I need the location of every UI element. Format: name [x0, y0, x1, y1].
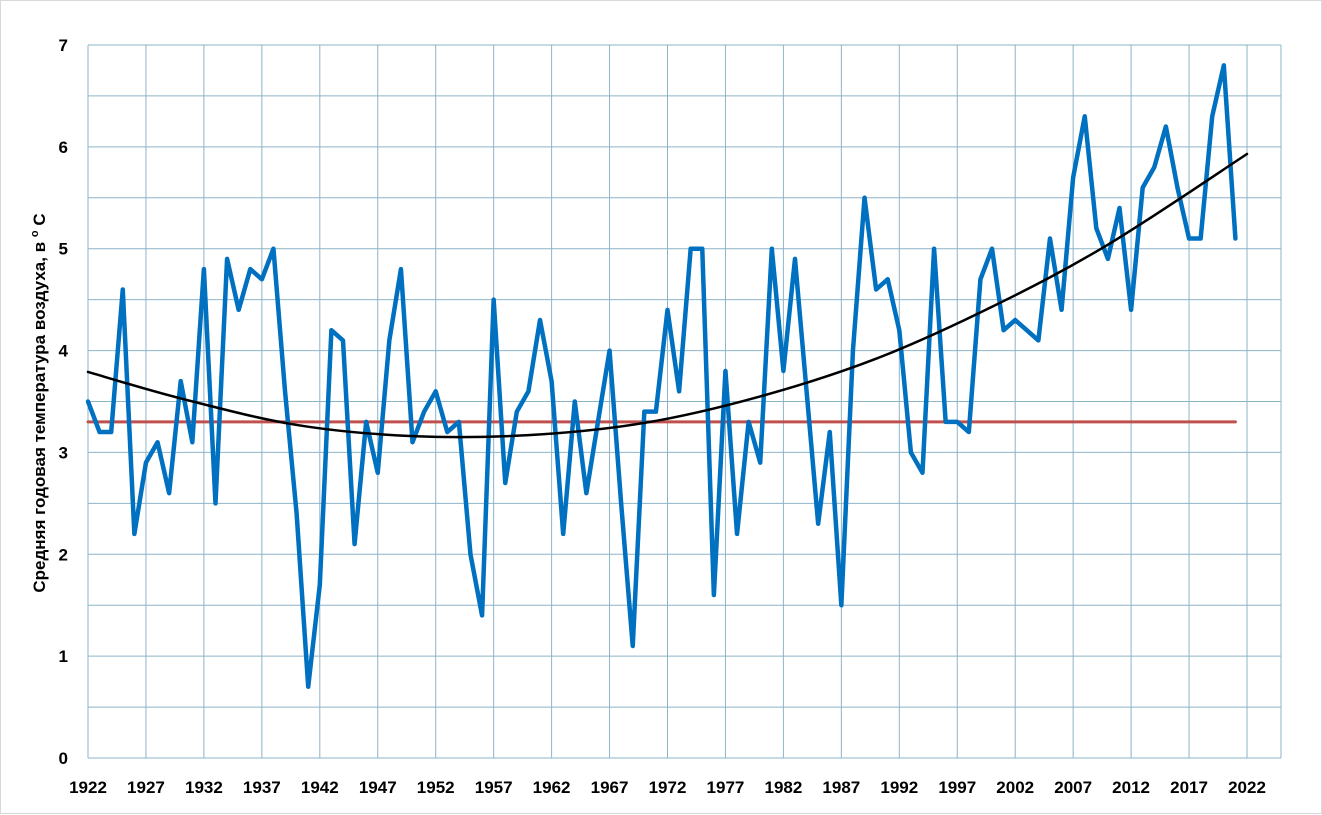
- x-tick-label: 1987: [822, 778, 860, 797]
- y-tick-label: 2: [59, 545, 68, 564]
- y-axis-label: Средняя годовая температура воздуха, в о…: [23, 213, 49, 592]
- y-tick-label: 6: [59, 138, 68, 157]
- x-tick-label: 1972: [649, 778, 687, 797]
- x-tick-label: 1977: [707, 778, 745, 797]
- x-tick-label: 1982: [764, 778, 802, 797]
- x-tick-label: 1992: [880, 778, 918, 797]
- x-tick-label: 1952: [417, 778, 455, 797]
- x-tick-label: 1937: [243, 778, 281, 797]
- x-tick-label: 2002: [996, 778, 1034, 797]
- series-lines: [85, 63, 1249, 689]
- x-tick-label: 1927: [127, 778, 165, 797]
- y-tick-label: 0: [59, 749, 68, 768]
- y-tick-label: 4: [59, 342, 69, 361]
- y-tick-label: 1: [59, 647, 68, 666]
- tick-labels: 0 1 2 3 4 5 6 7 1922 1927 1932 1937 1942 1947 1952 1957…: [59, 36, 1266, 797]
- x-tick-label: 2012: [1112, 778, 1150, 797]
- y-tick-label: 3: [59, 443, 68, 462]
- x-tick-label: 1947: [359, 778, 397, 797]
- x-tick-label: 2017: [1170, 778, 1208, 797]
- x-tick-label: 2022: [1228, 778, 1266, 797]
- x-tick-label: 1932: [185, 778, 223, 797]
- x-tick-label: 1997: [938, 778, 976, 797]
- y-tick-label: 7: [59, 36, 68, 55]
- x-tick-label: 1957: [475, 778, 513, 797]
- annual-temperature-line: [85, 63, 1238, 689]
- trend-curve-line: [86, 152, 1249, 439]
- x-tick-label: 2007: [1054, 778, 1092, 797]
- y-tick-label: 5: [59, 240, 68, 259]
- x-tick-label: 1967: [591, 778, 629, 797]
- x-tick-label: 1962: [533, 778, 571, 797]
- grid-lines: [87, 44, 1282, 759]
- x-tick-label: 1942: [301, 778, 339, 797]
- x-tick-label: 1922: [69, 778, 107, 797]
